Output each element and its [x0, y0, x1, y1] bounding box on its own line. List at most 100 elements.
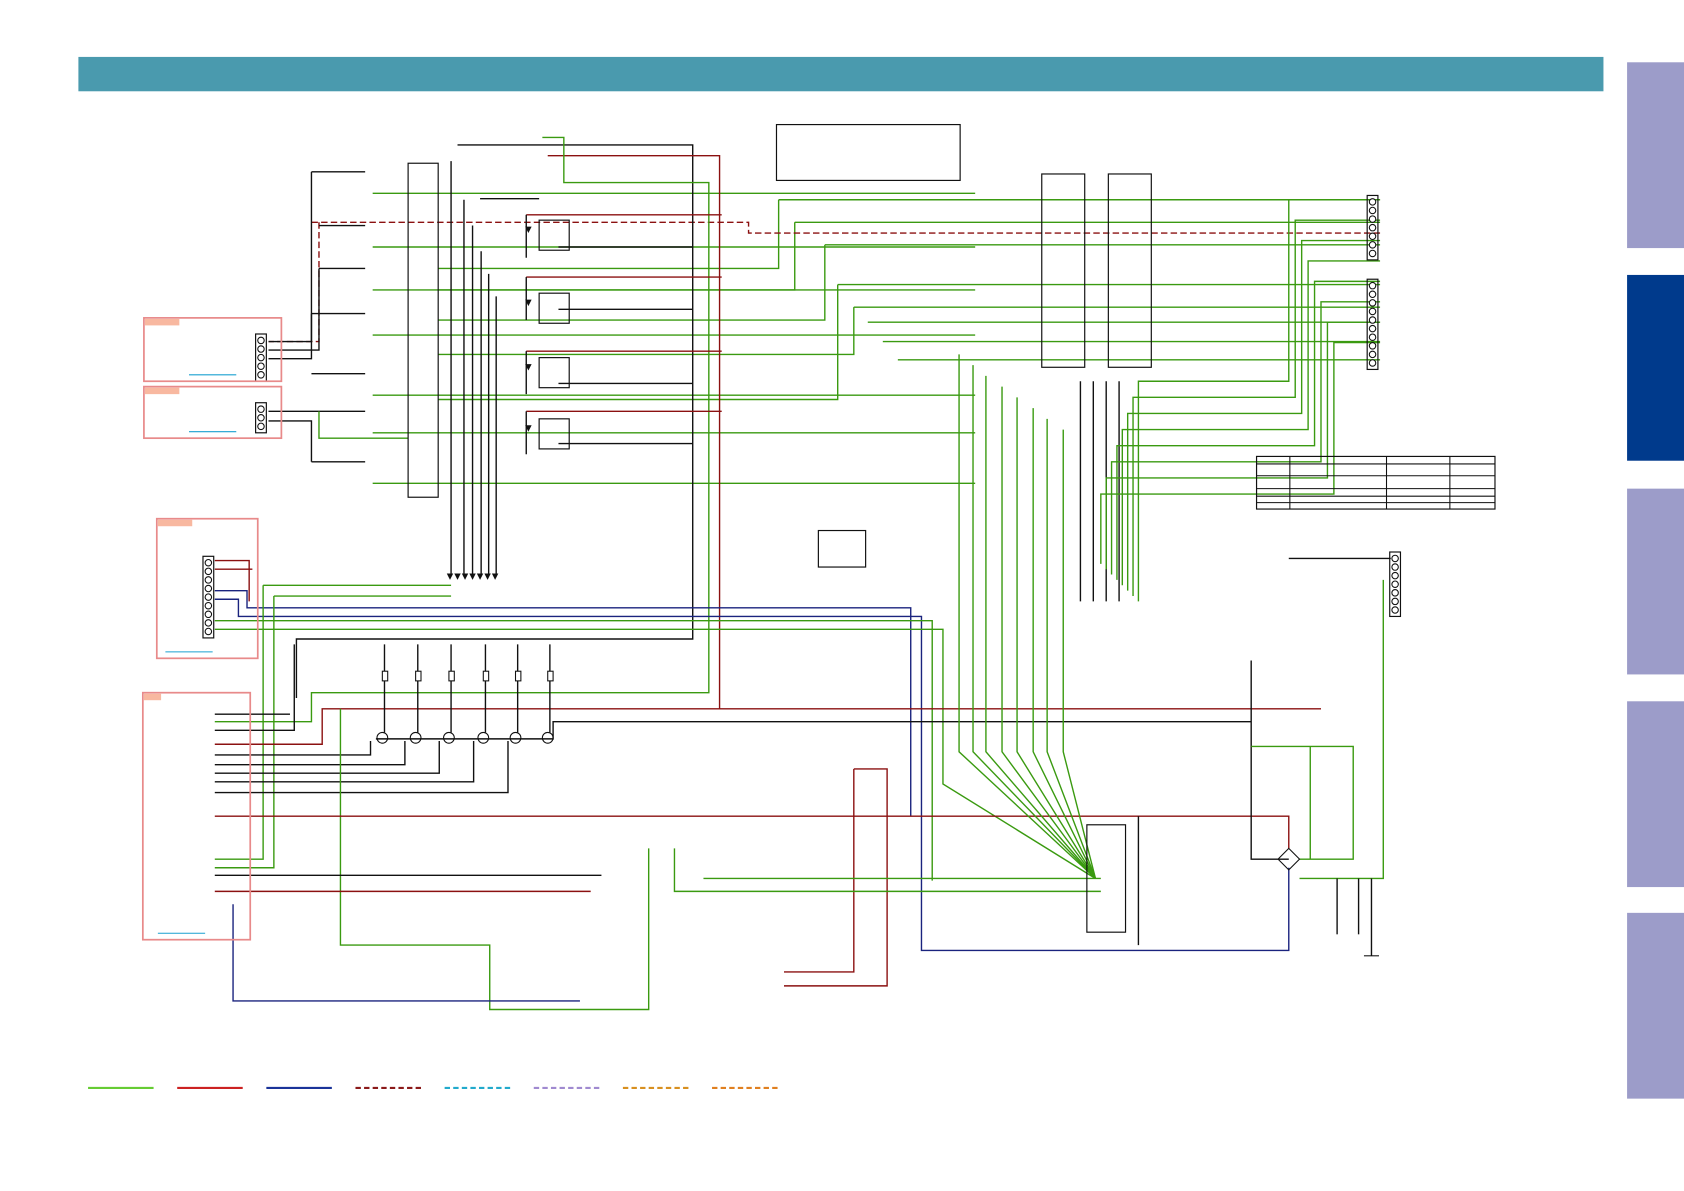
pin — [257, 353, 265, 362]
wire — [214, 644, 295, 731]
board-label — [157, 519, 193, 527]
pin — [1391, 597, 1399, 606]
components — [202, 123, 1496, 957]
wire — [214, 741, 406, 766]
wire — [1121, 260, 1381, 586]
board-outlines — [141, 317, 283, 941]
diode-icon — [525, 425, 532, 432]
wire — [1251, 745, 1354, 860]
resistor — [415, 670, 422, 682]
wire — [1001, 386, 1097, 879]
wire — [268, 313, 313, 360]
wire — [784, 768, 855, 973]
transistor — [443, 731, 455, 744]
wire — [214, 741, 475, 783]
pin — [1368, 281, 1377, 290]
wire — [214, 741, 509, 794]
connector — [255, 402, 267, 434]
wire — [784, 768, 888, 987]
wire — [1110, 301, 1381, 575]
pin — [257, 336, 265, 345]
board-outline-3 — [155, 517, 259, 660]
wire — [214, 596, 275, 869]
pin — [1368, 350, 1377, 359]
diode-icon — [525, 299, 532, 307]
capacitor-array — [1041, 173, 1086, 368]
pin — [1368, 324, 1377, 333]
pin — [1368, 206, 1377, 215]
pin — [257, 371, 265, 379]
pin — [257, 362, 265, 370]
bridge-rectifier — [1277, 847, 1301, 871]
pin — [1368, 342, 1377, 350]
wire — [214, 136, 710, 723]
side-tab-2[interactable] — [1627, 274, 1684, 461]
wire — [438, 284, 839, 401]
pin — [257, 414, 265, 422]
wire — [375, 720, 1252, 740]
wire — [214, 628, 1096, 880]
pin — [1391, 563, 1399, 571]
ic-package — [817, 529, 867, 568]
wires — [214, 136, 1391, 1011]
pin — [1368, 333, 1377, 341]
wire — [1046, 418, 1097, 879]
wire — [1032, 408, 1097, 879]
connector — [1389, 551, 1402, 618]
side-tab-4[interactable] — [1627, 701, 1684, 888]
wire — [214, 620, 933, 881]
diode-icon — [461, 573, 469, 580]
wire — [547, 155, 721, 709]
ic-column — [407, 162, 439, 498]
pin — [204, 567, 213, 576]
board-label — [143, 693, 162, 701]
pin — [1391, 571, 1399, 580]
transistor — [509, 731, 522, 744]
board-outline-4 — [141, 691, 252, 941]
side-tab-3[interactable] — [1627, 488, 1684, 675]
wire — [985, 375, 1096, 879]
wire — [438, 199, 780, 270]
wire — [438, 222, 796, 291]
transistor — [376, 731, 389, 744]
wire — [958, 354, 1096, 879]
wire — [311, 221, 1381, 234]
wire — [1126, 239, 1381, 591]
resistor — [482, 670, 490, 682]
transistor — [541, 731, 554, 744]
diode-icon — [469, 573, 476, 580]
diode-icon — [446, 573, 454, 580]
pin — [204, 627, 213, 636]
wire — [214, 741, 372, 756]
pin — [257, 405, 265, 413]
pin — [1368, 316, 1377, 324]
wire — [268, 171, 313, 343]
capacitor-array — [1107, 173, 1152, 368]
pin — [1368, 290, 1377, 299]
pin — [204, 601, 213, 610]
pin — [257, 422, 265, 431]
header-bar — [78, 56, 1604, 92]
diode-icon — [484, 573, 491, 580]
wire — [1299, 579, 1384, 880]
side-tab-5[interactable] — [1627, 912, 1684, 1099]
diode-icon — [491, 573, 499, 580]
wire — [268, 420, 313, 462]
wire — [268, 268, 320, 351]
pin — [1368, 223, 1377, 232]
output-terminal — [1366, 194, 1379, 261]
pin — [1368, 232, 1377, 241]
board-label — [144, 318, 180, 326]
wire — [438, 244, 826, 321]
relay — [538, 418, 570, 450]
pin — [1368, 249, 1377, 258]
pin — [204, 619, 213, 627]
resistor — [547, 670, 554, 682]
pin — [1368, 198, 1377, 206]
wire — [339, 708, 650, 1011]
wire — [214, 585, 264, 860]
side-tab-1[interactable] — [1627, 62, 1684, 249]
relay — [538, 357, 570, 389]
diode-icon — [476, 573, 484, 580]
